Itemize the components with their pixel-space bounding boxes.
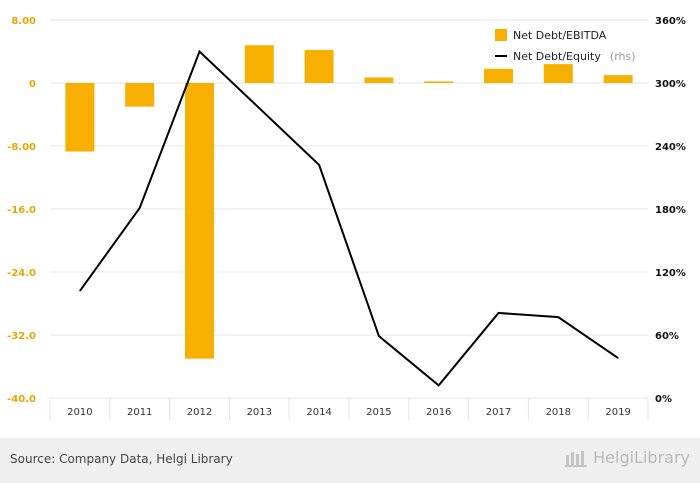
line-point-2013: [258, 107, 260, 109]
line-point-2011: [139, 207, 141, 209]
bar-2016: [424, 81, 454, 83]
line-series: [79, 49, 619, 387]
left-tick-label-5: 0: [29, 79, 36, 90]
left-tick-label-0: -40.0: [7, 394, 36, 405]
line-point-2015: [378, 335, 380, 337]
right-tick-label-5: 300%: [655, 79, 686, 90]
x-tick-label-2019: 2019: [605, 407, 630, 418]
bar-2019: [603, 75, 633, 83]
bar-2014: [304, 49, 334, 83]
left-axis: -40.0 -32.0 -24.0 -16.0 -8.00 0 8.00: [7, 16, 36, 405]
bar-2015: [364, 77, 394, 83]
bar-2018: [543, 64, 573, 83]
x-tick-label-2013: 2013: [247, 407, 272, 418]
right-tick-label-2: 120%: [655, 268, 686, 279]
bar-2017: [484, 68, 513, 83]
right-tick-label-3: 180%: [655, 205, 686, 216]
bar-2013: [244, 45, 274, 83]
bar-2010: [65, 83, 95, 152]
bar-2011: [125, 83, 155, 107]
x-tick-label-2018: 2018: [546, 407, 571, 418]
line-path: [79, 49, 619, 387]
left-tick-label-3: -16.0: [7, 205, 36, 216]
legend: Net Debt/EBITDA Net Debt/Equity (rhs): [495, 29, 636, 64]
left-tick-label-6: 8.00: [11, 16, 36, 27]
line-point-2010: [79, 290, 81, 292]
legend-swatch-bar: [495, 29, 507, 41]
line-point-2014: [318, 164, 320, 166]
right-axis: 0% 60% 120% 180% 240% 300% 360%: [655, 16, 686, 405]
x-tick-label-2016: 2016: [426, 407, 451, 418]
line-point-2016: [438, 384, 440, 386]
footer: Source: Company Data, Helgi Library Helg…: [0, 438, 700, 483]
legend-label-bar: Net Debt/EBITDA: [513, 29, 607, 42]
x-tick-label-2010: 2010: [67, 407, 92, 418]
right-tick-label-4: 240%: [655, 142, 686, 153]
bar-2012: [185, 83, 214, 359]
library-icon: [565, 450, 588, 467]
brand-text: HelgiLibrary: [593, 448, 690, 467]
x-tick-label-2011: 2011: [127, 407, 152, 418]
source-text: Source: Company Data, Helgi Library: [10, 452, 233, 466]
legend-label-line-suffix: (rhs): [610, 50, 636, 63]
left-tick-label-2: -24.0: [7, 268, 36, 279]
left-tick-label-1: -32.0: [7, 331, 36, 342]
brand-logo: HelgiLibrary: [565, 448, 690, 467]
line-point-2017: [498, 312, 499, 314]
x-tick-label-2017: 2017: [486, 407, 511, 418]
line-point-2018: [557, 316, 559, 318]
x-tick-label-2012: 2012: [187, 407, 212, 418]
right-tick-label-6: 360%: [655, 16, 686, 27]
right-tick-label-0: 0%: [655, 394, 672, 405]
line-point-2012: [199, 51, 200, 52]
legend-label-line: Net Debt/Equity (rhs): [513, 45, 636, 64]
left-tick-label-4: -8.00: [7, 142, 36, 153]
bar-series: [65, 45, 633, 359]
right-tick-label-1: 60%: [655, 331, 679, 342]
x-axis: 2010 2011 2012 2013 2014 2015 2016 2017 2018 2019: [67, 407, 631, 418]
line-point-2019: [617, 357, 619, 359]
legend-label-line-name: Net Debt/Equity: [513, 50, 601, 63]
x-tick-label-2015: 2015: [366, 407, 391, 418]
x-tick-label-2014: 2014: [306, 407, 331, 418]
